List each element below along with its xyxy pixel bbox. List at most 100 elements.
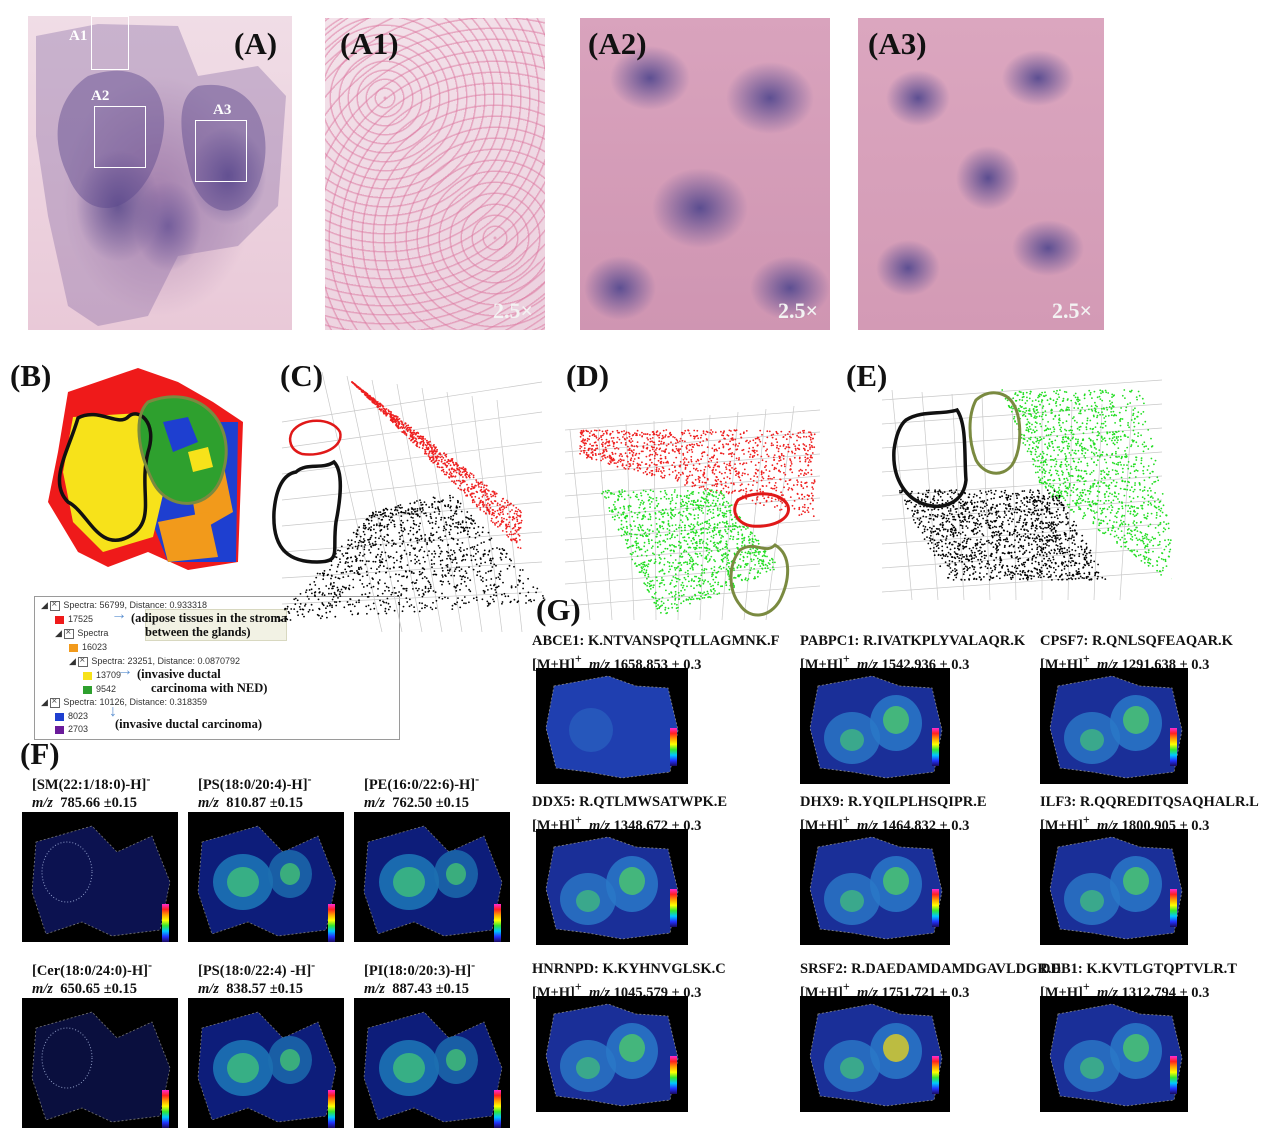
intensity-colorbar <box>932 728 939 766</box>
tree-leaf-red[interactable]: 17525 <box>55 614 93 625</box>
intensity-colorbar <box>1170 728 1177 766</box>
tissue-map <box>197 825 337 937</box>
pca-scatter-e <box>881 379 1172 601</box>
roi-box-a1 <box>91 16 129 70</box>
tree-leaf-purple[interactable]: 2703 <box>55 724 88 735</box>
intensity-colorbar <box>162 904 169 942</box>
tissue-map <box>809 1003 943 1107</box>
roi-label-a3: A3 <box>213 102 232 118</box>
tissue-map <box>363 825 503 937</box>
cluster-map <box>48 368 243 570</box>
intensity-colorbar <box>932 889 939 927</box>
contour-idc-ned <box>57 412 153 542</box>
tissue-section-outline <box>36 24 286 326</box>
panel-label-e: (E) <box>846 358 888 393</box>
tissue-map <box>1049 1003 1183 1107</box>
peptide-ion-image <box>536 668 688 784</box>
arrow-ned-icon: → <box>117 662 133 679</box>
lipid-caption: [PE(16:0/22:6)-H]- m/z 762.50 ±0.15 <box>364 772 480 811</box>
tooltip-adipose <box>145 609 287 641</box>
panel-label-c: (C) <box>280 358 324 393</box>
tissue-map <box>545 675 679 779</box>
panel-label-a1: (A1) <box>340 26 399 61</box>
panel-label-g: (G) <box>536 592 581 627</box>
lipid-ion-image <box>188 812 344 942</box>
annotation-idc: (invasive ductal carcinoma) <box>115 717 262 731</box>
lipid-ion-image <box>354 812 510 942</box>
contour-idc <box>137 395 228 505</box>
lipid-caption: [PS(18:0/22:4) -H]- m/z 838.57 ±0.15 <box>198 958 316 997</box>
tree-leaf-blue[interactable]: 8023 <box>55 711 88 722</box>
intensity-colorbar <box>1170 889 1177 927</box>
magnification-a3: 2.5× <box>1051 298 1092 323</box>
roi-box-a2 <box>94 106 146 168</box>
annotation-ned-2: carcinoma with NED) <box>151 681 268 695</box>
panel-label-a3: (A3) <box>868 26 927 61</box>
roi-label-a1: A1 <box>69 28 88 44</box>
peptide-ion-image <box>536 829 688 945</box>
tissue-map <box>1049 836 1183 940</box>
hierarchical-cluster-tree: ◢ Spectra: 56799, Distance: 0.933318 175… <box>34 596 400 740</box>
panel-label-a2: (A2) <box>588 26 647 61</box>
tree-node-root[interactable]: ◢ Spectra: 56799, Distance: 0.933318 <box>41 599 207 611</box>
intensity-colorbar <box>1170 1056 1177 1094</box>
peptide-caption: DDB1: K.KVTLGTQPTVLR.T [M+H]+ m/z 1312.79… <box>1040 961 1237 1001</box>
lipid-ion-image <box>188 998 344 1128</box>
panel-label-b: (B) <box>10 358 52 393</box>
intensity-colorbar <box>494 1090 501 1128</box>
lipid-caption: [Cer(18:0/24:0)-H]- m/z 650.65 ±0.15 <box>32 958 152 997</box>
tissue-map <box>197 1011 337 1123</box>
tree-node-3[interactable]: ◢ Spectra: 23251, Distance: 0.0870792 <box>69 655 240 667</box>
peptide-ion-image <box>800 668 950 784</box>
pca-scatter-d <box>564 405 821 621</box>
panel-label-f: (F) <box>20 736 60 771</box>
intensity-colorbar <box>328 904 335 942</box>
intensity-colorbar <box>328 1090 335 1128</box>
he-zoom-a1-image: 2.5× <box>325 18 545 330</box>
tissue-map <box>1049 675 1183 779</box>
peptide-ion-image <box>800 829 950 945</box>
lipid-caption: [SM(22:1/18:0)-H]- m/z 785.66 ±0.15 <box>32 772 151 811</box>
tissue-map <box>809 836 943 940</box>
peptide-ion-image <box>1040 996 1188 1112</box>
tree-node-2[interactable]: ◢ Spectra <box>55 627 108 639</box>
he-overview-image: A1 A2 A3 <box>28 16 292 330</box>
lipid-ion-image <box>354 998 510 1128</box>
magnification-a1: 2.5× <box>492 298 533 323</box>
tree-node-4[interactable]: ◢ Spectra: 10126, Distance: 0.318359 <box>41 696 207 708</box>
annotation-adipose-2: between the glands) <box>145 625 251 639</box>
tree-leaf-green[interactable]: 9542 <box>83 684 116 695</box>
annotation-adipose-1: (adipose tissues in the stroma <box>131 611 288 625</box>
intensity-colorbar <box>932 1056 939 1094</box>
lipid-caption: [PI(18:0/20:3)-H]- m/z 887.43 ±0.15 <box>364 958 476 997</box>
intensity-colorbar <box>670 889 677 927</box>
tissue-map <box>545 836 679 940</box>
peptide-ion-image <box>1040 668 1188 784</box>
lipid-ion-image <box>22 998 178 1128</box>
he-zoom-a2-image: 2.5× <box>580 18 830 330</box>
peptide-ion-image <box>536 996 688 1112</box>
tissue-map <box>363 1011 503 1123</box>
peptide-ion-image <box>1040 829 1188 945</box>
arrow-idc-icon: ↓ <box>109 703 117 720</box>
tissue-map <box>31 1011 171 1123</box>
panel-label-d: (D) <box>566 358 610 393</box>
roi-box-a3 <box>195 120 247 182</box>
tissue-map <box>809 675 943 779</box>
lipid-caption: [PS(18:0/20:4)-H]- m/z 810.87 ±0.15 <box>198 772 312 811</box>
roi-label-a2: A2 <box>91 88 110 104</box>
tissue-map <box>545 1003 679 1107</box>
pca-scatter-c <box>272 371 545 633</box>
intensity-colorbar <box>670 1056 677 1094</box>
intensity-colorbar <box>670 728 677 766</box>
peptide-ion-image <box>800 996 950 1112</box>
arrow-adipose-icon: → <box>111 606 127 623</box>
annotation-ned-1: (invasive ductal <box>137 667 221 681</box>
tree-leaf-orange[interactable]: 16023 <box>69 642 107 653</box>
intensity-colorbar <box>494 904 501 942</box>
tree-leaf-yellow[interactable]: 13709 <box>83 670 121 681</box>
panel-label-a: (A) <box>234 26 278 61</box>
he-zoom-a3-image: 2.5× <box>858 18 1104 330</box>
intensity-colorbar <box>162 1090 169 1128</box>
magnification-a2: 2.5× <box>777 298 818 323</box>
